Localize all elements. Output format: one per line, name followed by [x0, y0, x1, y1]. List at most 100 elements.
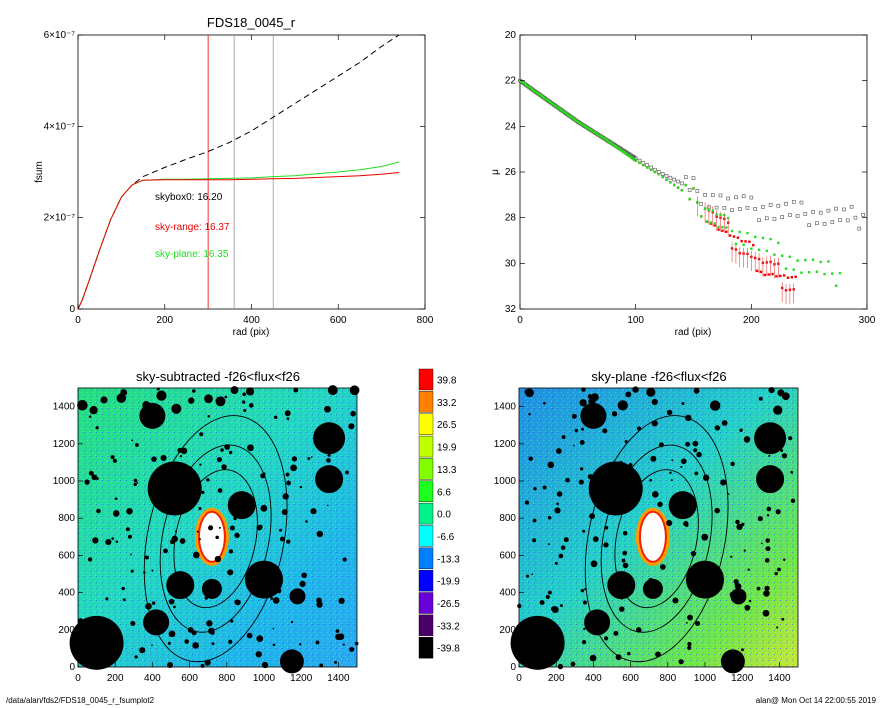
mu-point — [660, 172, 665, 176]
mu-y-axis-label: μ — [490, 169, 501, 175]
masked-source — [286, 539, 291, 544]
masked-source — [191, 630, 197, 636]
masked-source — [228, 639, 233, 645]
masked-source — [201, 490, 205, 494]
x-tick-label: 600 — [622, 673, 639, 684]
masked-source — [720, 479, 727, 486]
mu-point — [722, 206, 727, 210]
masked-source — [611, 411, 618, 417]
masked-source — [253, 580, 259, 585]
mu-point — [568, 114, 571, 117]
masked-source — [592, 481, 599, 488]
mu-point — [815, 270, 819, 273]
mu-point — [575, 119, 578, 123]
mu-point — [550, 101, 553, 105]
fsum-y-axis-label: fsum — [34, 161, 45, 183]
masked-star — [668, 491, 697, 520]
colorbar-swatch — [418, 569, 434, 592]
mu-point — [721, 226, 724, 229]
mu-point — [645, 163, 650, 167]
colorbar: 39.8 33.2 26.5 19.9 13.3 6.6 0.0 -6.6 -13.3 -19.9… — [418, 368, 460, 659]
mu-point — [811, 258, 815, 261]
colorbar-label: 13.3 — [437, 465, 457, 476]
masked-source — [563, 537, 569, 543]
masked-source — [548, 543, 551, 546]
x-tick-label: 400 — [243, 315, 260, 326]
masked-source — [173, 605, 176, 609]
masked-source — [199, 463, 202, 466]
footer-stamp: alan@ Mon Oct 14 22:00:55 2019 — [756, 696, 877, 705]
masked-source — [788, 436, 793, 441]
mu-point — [749, 195, 754, 200]
masked-source — [651, 420, 658, 427]
masked-source — [122, 598, 126, 602]
x-tick-label: 1000 — [694, 673, 717, 684]
mu-point — [753, 235, 757, 239]
mu-ticks: 0 100 200 300 20 22 24 26 28 30 32 — [505, 30, 876, 326]
masked-source — [279, 536, 285, 542]
galaxy-core — [640, 512, 665, 561]
mu-point — [761, 236, 765, 240]
masked-source — [636, 426, 642, 431]
masked-source — [694, 471, 699, 476]
masked-source — [680, 458, 687, 465]
masked-source — [635, 627, 642, 633]
mu-point — [536, 92, 540, 95]
fsum-line-2 — [77, 172, 400, 310]
masked-source — [227, 569, 234, 576]
masked-source — [542, 401, 546, 405]
mu-point — [676, 186, 680, 189]
x-tick-label: 1400 — [768, 673, 791, 684]
mu-point — [672, 177, 677, 182]
masked-source — [290, 464, 297, 472]
mu-point — [553, 104, 557, 107]
mu-point — [807, 223, 811, 228]
masked-source — [624, 498, 628, 502]
y-tick-label: 6×10⁻⁷ — [44, 30, 76, 41]
masked-source — [190, 492, 195, 497]
aperture-ellipse — [614, 469, 699, 609]
masked-source — [765, 546, 771, 552]
y-tick-label: 2×10⁻⁷ — [44, 213, 76, 224]
masked-source — [233, 516, 237, 521]
mu-point — [599, 135, 602, 138]
masked-source — [80, 640, 84, 645]
mu-point — [703, 207, 707, 210]
mu-point — [661, 175, 664, 179]
masked-source — [95, 426, 99, 430]
masked-source — [305, 520, 308, 523]
colorbar-label: 26.5 — [437, 420, 457, 431]
masked-star — [313, 422, 346, 455]
mu-point — [546, 99, 549, 102]
colorbar-label: -39.8 — [437, 644, 460, 655]
mu-point — [530, 88, 534, 91]
masked-source — [220, 448, 224, 452]
mu-point — [744, 240, 747, 243]
mu-point — [713, 224, 716, 227]
masked-source — [310, 456, 313, 458]
masked-source — [579, 467, 584, 471]
masked-source — [764, 585, 770, 591]
mu-point — [539, 94, 542, 97]
masked-source — [299, 580, 306, 588]
masked-source — [284, 410, 291, 417]
masked-source — [658, 442, 664, 448]
mu-point — [582, 124, 586, 127]
masked-source — [650, 455, 657, 462]
masked-source — [87, 557, 93, 562]
masked-source — [316, 597, 322, 604]
mu-point — [776, 203, 781, 208]
mu-point — [723, 213, 726, 217]
mu-x-axis-label: rad (pix) — [675, 327, 712, 338]
mu-point — [665, 178, 668, 181]
mu-point — [649, 168, 653, 171]
masked-source — [167, 641, 171, 645]
masked-source — [587, 474, 594, 480]
y-tick-label: 20 — [505, 30, 517, 41]
masked-source — [603, 542, 609, 548]
fsum-ticks: 0 200 400 600 800 0 2×10⁻⁷ 4×10⁻⁷ 6×10⁻⁷ — [44, 30, 434, 326]
masked-source — [768, 427, 773, 432]
mu-point — [752, 243, 755, 247]
mu-point — [768, 203, 773, 207]
annotation-sky-range: sky-range: 16.37 — [155, 222, 230, 233]
